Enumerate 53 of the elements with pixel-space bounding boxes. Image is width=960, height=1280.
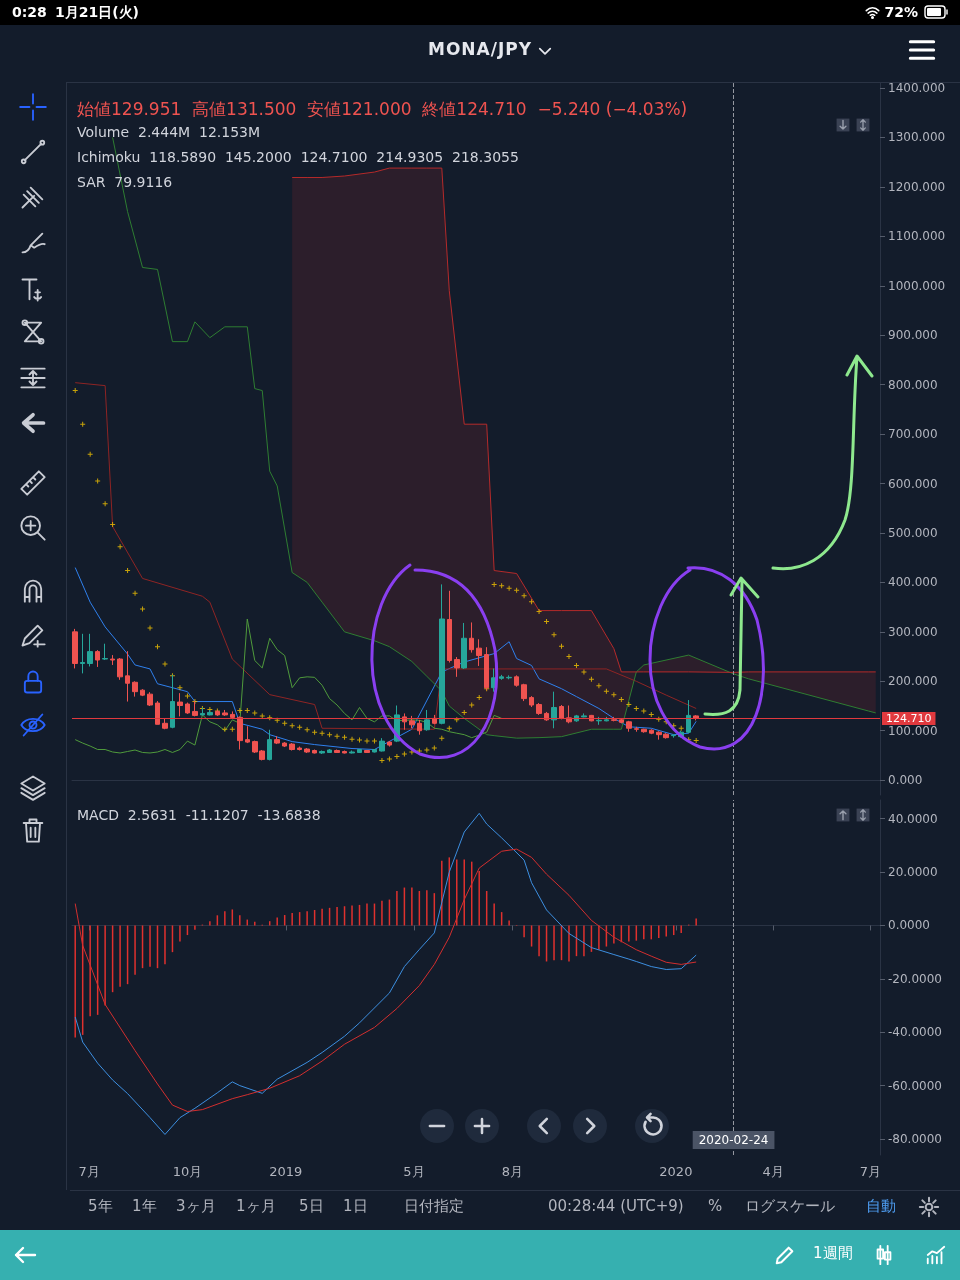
text: ログスケール — [745, 1197, 835, 1216]
y-tick-label: 1000.000 — [888, 278, 946, 293]
text: 0:28 — [12, 4, 47, 20]
x-tick-label: 2019 — [269, 1164, 303, 1179]
y-tick-label: 500.000 — [888, 525, 938, 540]
text: 3ヶ月 — [176, 1197, 216, 1216]
text: 自動 — [866, 1197, 896, 1216]
y-tick-label: 600.000 — [888, 476, 938, 491]
text: 1日 — [343, 1197, 368, 1216]
text: 1年 — [132, 1197, 157, 1216]
annotation: Ichimoku 118.5890 145.2000 124.7100 214.9305 218.3055 — [77, 149, 519, 165]
y-tick-label: 200.000 — [888, 674, 938, 689]
ref-line-label: 2020-02-24 — [698, 1133, 769, 1147]
y-tick-label: -20.0000 — [888, 971, 942, 986]
text: 1月21日(火) — [55, 4, 140, 22]
y-tick-label: 100.000 — [888, 723, 938, 738]
ref-line-label: 124.710 — [886, 712, 932, 726]
x-tick-label: 4月 — [762, 1164, 784, 1179]
text: 1週間 — [813, 1244, 853, 1263]
annotation: SAR 79.9116 — [77, 174, 173, 190]
text: 5年 — [88, 1197, 113, 1216]
y-tick-label: -60.0000 — [888, 1078, 942, 1093]
y-tick-label: 0.000 — [888, 773, 923, 788]
y-tick-label: -80.0000 — [888, 1131, 942, 1146]
x-tick-label: 8月 — [501, 1164, 523, 1179]
y-tick-label: 1400.000 — [888, 81, 946, 95]
y-tick-label: 400.000 — [888, 575, 938, 590]
annotation: 始値129.951 高値131.500 安値121.000 終値124.710 −5.240 (−4.03%) — [77, 98, 688, 121]
y-tick-label: 20.0000 — [888, 865, 938, 880]
text: MONA/JPY — [427, 39, 533, 59]
x-tick-label: 7月 — [78, 1164, 100, 1179]
y-tick-label: 800.000 — [888, 377, 938, 392]
x-tick-label: 5月 — [403, 1164, 425, 1179]
text: 5日 — [299, 1197, 324, 1216]
y-tick-label: 1100.000 — [888, 229, 946, 244]
text: 72% — [884, 4, 918, 20]
y-tick-label: 700.000 — [888, 427, 938, 442]
text: 00:28:44 (UTC+9) — [548, 1197, 684, 1215]
y-tick-label: 0.0000 — [888, 918, 930, 933]
y-tick-label: 1300.000 — [888, 130, 946, 145]
text: % — [708, 1197, 723, 1215]
y-tick-label: 900.000 — [888, 328, 938, 343]
annotation: Volume 2.444M 12.153M — [77, 124, 261, 140]
text: 日付指定 — [404, 1197, 464, 1216]
y-tick-label: 300.000 — [888, 624, 938, 639]
x-tick-label: 2020 — [659, 1164, 693, 1179]
x-tick-label: 10月 — [172, 1164, 203, 1179]
y-tick-label: -40.0000 — [888, 1025, 942, 1040]
text: 1ヶ月 — [236, 1197, 276, 1216]
y-tick-label: 40.0000 — [888, 811, 938, 826]
y-tick-label: 1200.000 — [888, 179, 946, 194]
x-tick-label: 7月 — [859, 1164, 882, 1179]
annotation: MACD 2.5631 -11.1207 -13.6838 — [77, 807, 321, 823]
